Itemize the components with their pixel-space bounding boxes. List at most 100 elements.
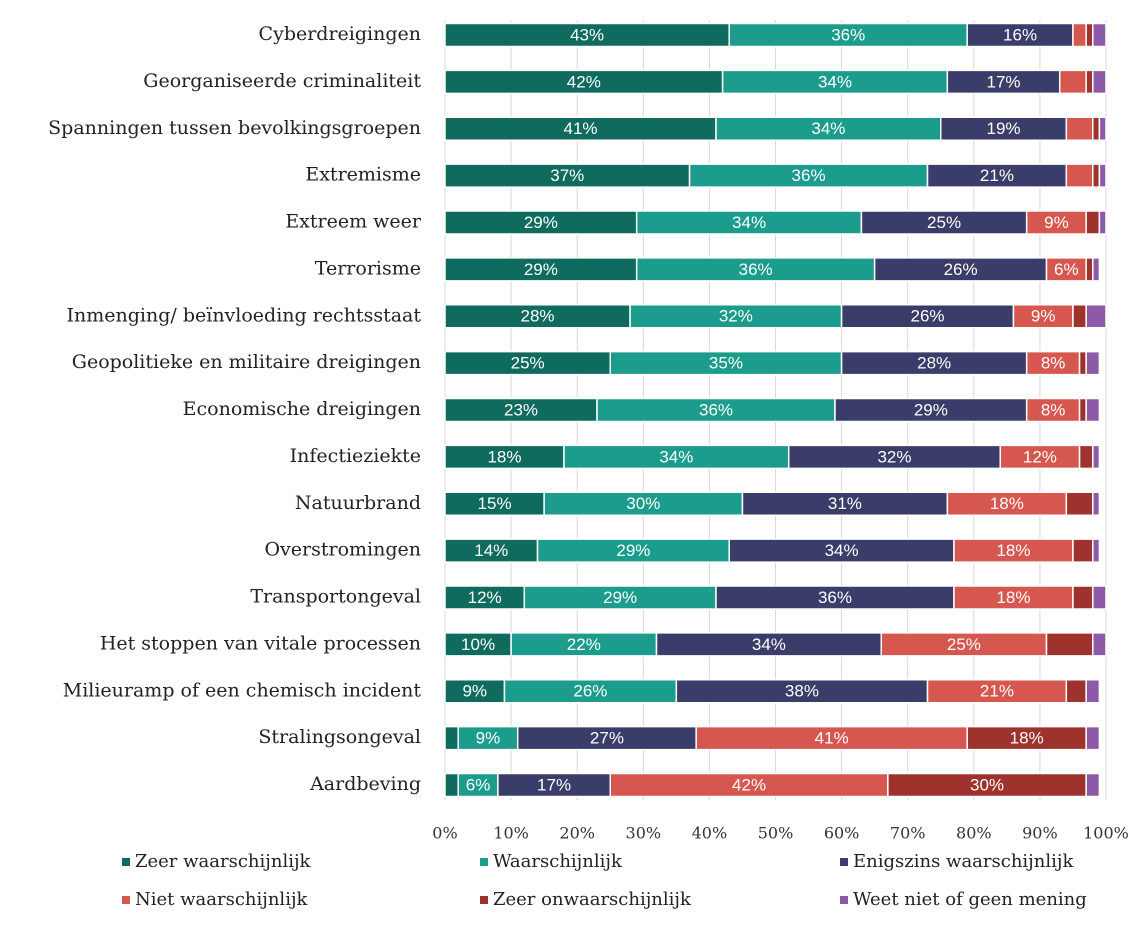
- legend-marker: [480, 858, 488, 866]
- bar-segment: [1098, 210, 1107, 235]
- bar-segment: [1085, 679, 1101, 704]
- bar-segment: [1092, 491, 1101, 516]
- category-label: Aardbeving: [309, 773, 421, 795]
- bar-segment: [1072, 538, 1094, 563]
- data-label: 36%: [831, 25, 865, 44]
- data-label: 36%: [792, 166, 826, 185]
- bar-segment: [1065, 679, 1087, 704]
- data-label: 14%: [474, 541, 508, 560]
- category-label: Extremisme: [305, 164, 421, 186]
- data-label: 34%: [811, 119, 845, 138]
- bar-segment: [1065, 116, 1094, 141]
- data-label: 36%: [699, 400, 733, 419]
- legend-marker: [122, 896, 130, 904]
- bar-segment: [444, 725, 459, 751]
- data-label: 29%: [524, 213, 558, 232]
- data-label: 16%: [1003, 25, 1037, 44]
- data-label: 25%: [927, 213, 961, 232]
- bar-segment: [444, 772, 459, 798]
- legend-marker: [840, 896, 848, 904]
- legend-marker: [840, 858, 848, 866]
- data-label: 35%: [709, 354, 743, 373]
- data-label: 27%: [590, 729, 624, 748]
- x-tick-label: 60%: [824, 824, 860, 843]
- data-label: 18%: [996, 588, 1030, 607]
- data-label: 10%: [461, 635, 495, 654]
- bar-segment: [1092, 257, 1101, 282]
- legend-label: Zeer onwaarschijnlijk: [493, 889, 692, 910]
- data-label: 21%: [980, 682, 1014, 701]
- bar-segment: [1085, 22, 1094, 48]
- bar-segment: [1078, 444, 1094, 470]
- data-label: 6%: [466, 775, 491, 794]
- category-label: Cyberdreigingen: [259, 23, 421, 45]
- bar-segment: [1092, 163, 1101, 188]
- data-label: 34%: [752, 635, 786, 654]
- legend-label: Enigszins waarschijnlijk: [853, 851, 1074, 872]
- data-label: 28%: [917, 354, 951, 373]
- bar-segment: [1072, 304, 1087, 329]
- bar-segment: [1085, 397, 1101, 423]
- x-tick-label: 50%: [758, 824, 794, 843]
- bar-segment: [1092, 444, 1101, 470]
- data-label: 17%: [987, 72, 1021, 91]
- bar-segment: [1085, 350, 1101, 376]
- category-label: Stralingsongeval: [258, 726, 421, 748]
- data-label: 8%: [1041, 354, 1066, 373]
- data-label: 29%: [616, 541, 650, 560]
- x-tick-label: 30%: [626, 824, 662, 843]
- data-label: 23%: [504, 400, 538, 419]
- data-label: 29%: [524, 260, 558, 279]
- category-label: Georganiseerde criminaliteit: [143, 70, 421, 92]
- bar-segment: [1092, 585, 1107, 610]
- category-label: Milieuramp of een chemisch incident: [63, 679, 422, 701]
- category-label: Natuurbrand: [295, 492, 421, 514]
- bar-segment: [1085, 210, 1101, 235]
- x-tick-label: 0%: [432, 824, 457, 843]
- data-label: 19%: [987, 119, 1021, 138]
- data-label: 9%: [1031, 307, 1056, 326]
- bar-segment: [1065, 163, 1094, 188]
- data-label: 12%: [468, 588, 502, 607]
- data-label: 34%: [825, 541, 859, 560]
- data-label: 9%: [462, 682, 487, 701]
- bar-segment: [1045, 632, 1094, 657]
- data-label: 34%: [659, 447, 693, 466]
- data-label: 18%: [1010, 729, 1044, 748]
- bar-segment: [1085, 725, 1101, 751]
- x-tick-label: 100%: [1083, 824, 1129, 843]
- bar-segment: [1098, 163, 1107, 188]
- x-tick-label: 40%: [692, 824, 728, 843]
- x-tick-label: 70%: [890, 824, 926, 843]
- bar-segment: [1072, 22, 1087, 48]
- category-label: Terrorisme: [315, 257, 421, 279]
- data-label: 42%: [567, 72, 601, 91]
- bar-segment: [1085, 304, 1107, 329]
- x-tick-label: 10%: [493, 824, 529, 843]
- data-label: 32%: [877, 447, 911, 466]
- bar-segment: [1092, 632, 1107, 657]
- data-label: 17%: [537, 775, 571, 794]
- data-label: 9%: [476, 729, 501, 748]
- bar-segment: [1078, 397, 1087, 423]
- data-label: 25%: [947, 635, 981, 654]
- category-label: Transportongeval: [250, 586, 421, 608]
- bar-segment: [1085, 257, 1094, 282]
- bar-segment: [1058, 69, 1087, 95]
- category-label: Spanningen tussen bevolkingsgroepen: [48, 117, 421, 139]
- data-label: 8%: [1041, 400, 1066, 419]
- bar-segment: [1092, 538, 1101, 563]
- data-label: 38%: [785, 682, 819, 701]
- x-tick-label: 20%: [559, 824, 595, 843]
- bar-segment: [1092, 22, 1107, 48]
- category-label: Overstromingen: [264, 539, 421, 561]
- legend-label: Weet niet of geen mening: [853, 889, 1087, 910]
- legend-label: Waarschijnlijk: [493, 851, 623, 872]
- data-label: 21%: [980, 166, 1014, 185]
- bar-segment: [1085, 772, 1101, 798]
- legend-marker: [480, 896, 488, 904]
- category-label: Extreem weer: [285, 211, 422, 233]
- legend-marker: [122, 858, 130, 866]
- bar-segment: [1085, 69, 1094, 95]
